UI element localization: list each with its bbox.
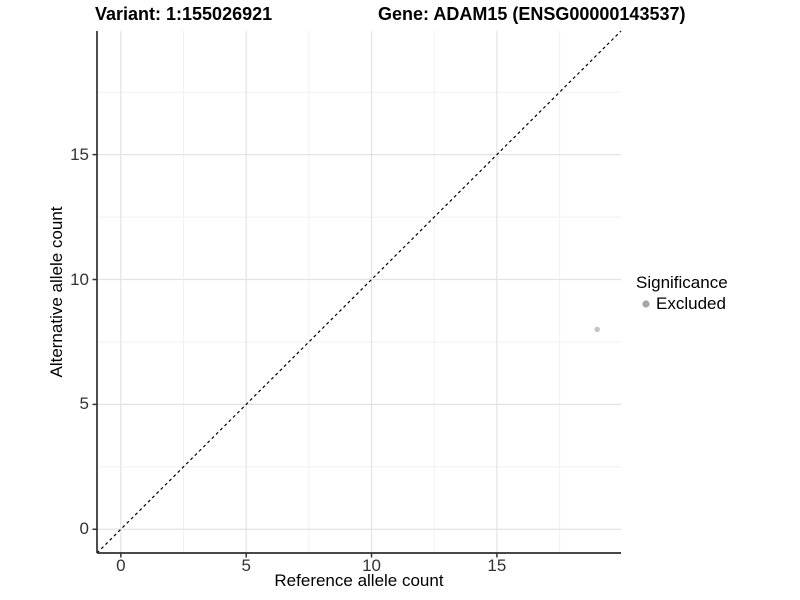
x-tick-label: 5 — [241, 556, 251, 575]
y-tick-label: 10 — [70, 269, 89, 289]
legend-item-label: Excluded — [656, 294, 726, 313]
data-point — [594, 326, 600, 333]
x-axis-title: Reference allele count — [274, 571, 444, 590]
legend-item-excluded: Excluded — [636, 294, 728, 314]
plot-title-gene: Gene: ADAM15 (ENSG00000143537) — [378, 4, 686, 24]
x-tick-label: 0 — [116, 556, 126, 575]
legend: Significance Excluded — [636, 273, 728, 314]
legend-title: Significance — [636, 273, 728, 292]
y-axis-title: Alternative allele count — [47, 206, 66, 378]
x-tick-label: 10 — [362, 556, 381, 575]
x-tick-label: 15 — [487, 556, 507, 575]
legend-key-dot-icon — [642, 300, 650, 308]
plot-title-variant: Variant: 1:155026921 — [95, 4, 273, 24]
identity-reference-line — [96, 30, 622, 554]
y-tick-label: 5 — [79, 394, 89, 414]
y-tick-label: 15 — [70, 144, 89, 164]
y-tick-label: 0 — [79, 519, 89, 539]
